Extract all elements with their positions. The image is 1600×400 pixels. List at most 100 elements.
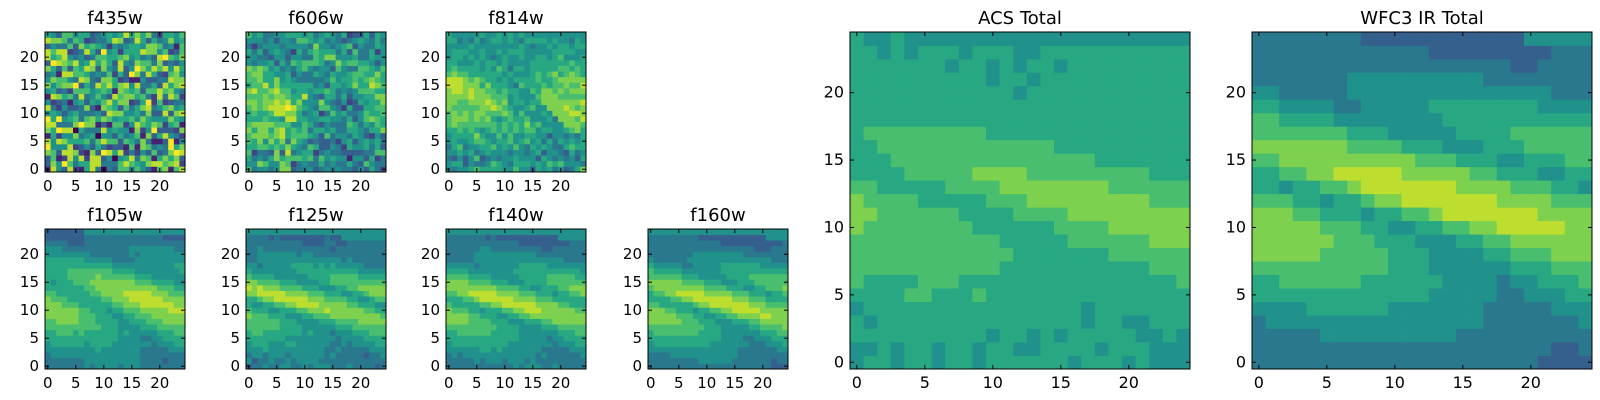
heatmap-cell <box>502 110 508 117</box>
heatmap-cell <box>931 288 946 302</box>
heatmap-cell <box>56 155 63 162</box>
heatmap-cell <box>530 48 536 55</box>
heatmap-cell <box>496 290 503 297</box>
heatmap-cell <box>335 37 342 44</box>
heatmap-cell <box>112 318 119 325</box>
heatmap-cell <box>162 60 169 66</box>
heatmap-cell <box>1026 166 1041 181</box>
heatmap-cell <box>84 329 91 336</box>
heatmap-cell <box>112 149 119 156</box>
heatmap-cell <box>78 37 85 44</box>
heatmap-cell <box>140 166 147 173</box>
heatmap-cell <box>462 273 469 280</box>
y-tick-label: 20 <box>20 245 39 263</box>
heatmap-cell <box>490 132 497 139</box>
heatmap-cell <box>324 60 331 66</box>
heatmap-cell <box>687 324 694 331</box>
heatmap-cell <box>117 307 124 314</box>
heatmap-cell <box>307 149 314 156</box>
heatmap-cell <box>524 116 531 122</box>
heatmap-cell <box>474 149 480 156</box>
heatmap-cell <box>558 234 564 241</box>
heatmap-cell <box>168 132 175 139</box>
heatmap-cell <box>563 307 570 314</box>
heatmap-cell <box>507 279 514 286</box>
heatmap-cell <box>274 279 280 286</box>
heatmap-cell <box>530 88 536 94</box>
heatmap-cell <box>524 268 531 275</box>
heatmap-cell <box>569 346 576 353</box>
heatmap-cell <box>513 307 520 314</box>
heatmap-cell <box>251 82 258 89</box>
heatmap-cell <box>173 257 180 263</box>
heatmap-cell <box>485 341 492 347</box>
heatmap-cell <box>479 262 486 269</box>
heatmap-cell <box>296 346 303 353</box>
heatmap-cell <box>61 48 68 55</box>
heatmap-cell <box>123 296 130 303</box>
heatmap-cell <box>262 273 269 280</box>
heatmap-cell <box>61 76 68 83</box>
heatmap-cell <box>574 262 581 269</box>
heatmap-cell <box>346 290 353 297</box>
heatmap-cell <box>257 240 264 247</box>
heatmap-cell <box>73 121 79 128</box>
heatmap-cell <box>574 352 581 359</box>
heatmap-cell <box>268 352 275 359</box>
heatmap-cell <box>89 240 96 247</box>
heatmap-cell <box>558 60 564 66</box>
heatmap-cell <box>451 262 458 269</box>
heatmap-cell <box>535 335 542 342</box>
heatmap-cell <box>513 251 520 258</box>
x-tick-label: 15 <box>725 374 744 392</box>
heatmap-cell <box>363 116 370 122</box>
heatmap-cell <box>173 155 180 162</box>
heatmap-cell <box>518 160 525 167</box>
heatmap-cell <box>715 268 722 275</box>
heatmap-cell <box>61 318 68 325</box>
heatmap-cell <box>1108 220 1123 235</box>
heatmap-cell <box>134 93 141 100</box>
heatmap-cell <box>986 355 1000 370</box>
heatmap-cell <box>524 76 531 83</box>
heatmap-cell <box>346 257 353 263</box>
heatmap-cell <box>999 261 1014 275</box>
heatmap-cell <box>369 262 376 269</box>
heatmap-cell <box>101 82 107 89</box>
y-tick-label: 20 <box>623 245 642 263</box>
heatmap-cell <box>268 324 275 331</box>
heatmap-cell <box>374 132 381 139</box>
heatmap-cell <box>782 346 789 353</box>
heatmap-cell <box>56 290 63 297</box>
heatmap-cell <box>748 296 755 303</box>
heatmap-cell <box>369 346 376 353</box>
heatmap-cell <box>681 363 688 370</box>
heatmap-cell <box>117 245 124 252</box>
heatmap-cell <box>462 285 469 291</box>
heatmap-cell <box>290 268 297 275</box>
heatmap-cell <box>485 234 492 241</box>
heatmap-cell <box>123 346 130 353</box>
heatmap-cell <box>285 296 292 303</box>
heatmap-cell <box>530 234 536 241</box>
heatmap-cell <box>569 88 576 94</box>
heatmap-cell <box>462 363 469 370</box>
heatmap-cell <box>134 273 141 280</box>
heatmap-cell <box>106 251 113 258</box>
heatmap-cell <box>363 234 370 241</box>
heatmap-cell <box>580 132 587 139</box>
heatmap-cell <box>318 65 325 72</box>
heatmap-cell <box>507 290 514 297</box>
heatmap-cell <box>552 138 559 145</box>
heatmap-cell <box>558 335 564 342</box>
heatmap-cell <box>162 257 169 263</box>
heatmap-cell <box>73 155 79 162</box>
heatmap-cell <box>1040 301 1055 316</box>
heatmap-cell <box>324 76 331 83</box>
heatmap-cell <box>324 43 331 50</box>
heatmap-cell <box>771 240 778 247</box>
heatmap-cell <box>676 301 682 308</box>
heatmap-cell <box>73 82 79 89</box>
heatmap-cell <box>173 285 180 291</box>
heatmap-cell <box>451 240 458 247</box>
